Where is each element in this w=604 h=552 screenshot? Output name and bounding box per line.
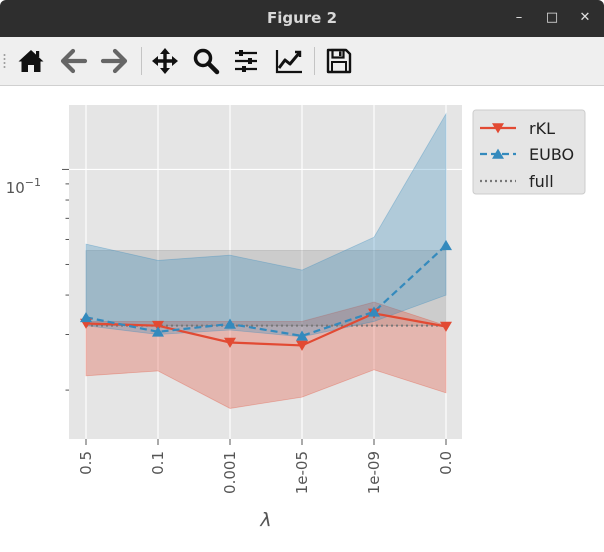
edit-axes-button[interactable]	[272, 44, 306, 78]
save-button[interactable]	[322, 44, 356, 78]
back-button[interactable]	[57, 44, 91, 78]
legend-label-full: full	[529, 172, 554, 191]
home-button[interactable]	[14, 44, 48, 78]
marker-eubo	[368, 306, 380, 317]
marker-eubo	[80, 311, 92, 323]
marker-eubo	[296, 330, 308, 341]
figure-canvas[interactable]: 10−1 0.5 0.1 0.001 1e-05 1e-09 0.0 λ rKL EUBO f…	[0, 86, 604, 548]
confidence-bands	[85, 112, 447, 409]
pan-icon	[152, 48, 178, 74]
window-titlebar: Figure 2 – □ ✕	[0, 0, 604, 37]
back-arrow-icon	[60, 48, 88, 74]
legend-label-eubo: EUBO	[529, 145, 574, 164]
forward-button[interactable]	[97, 44, 131, 78]
forward-arrow-icon	[100, 48, 128, 74]
marker-rkl	[296, 340, 308, 351]
maximize-button[interactable]: □	[545, 10, 559, 25]
axes-background	[69, 105, 462, 439]
toolbar-separator	[314, 47, 315, 75]
window-title: Figure 2	[266, 9, 338, 27]
y-axis: 10−1	[6, 168, 69, 391]
toolbar-grip	[3, 54, 6, 68]
x-axis-label: λ	[259, 509, 271, 531]
minimize-button[interactable]: –	[515, 10, 523, 25]
legend-frame	[472, 109, 586, 195]
save-icon	[326, 48, 352, 74]
x-axis: 0.5 0.1 0.001 1e-05 1e-09 0.0	[77, 439, 455, 494]
x-tick-label: 1e-05	[293, 451, 311, 494]
marker-rkl	[440, 321, 452, 332]
marker-rkl	[224, 337, 236, 348]
legend-label-rkl: rKL	[529, 119, 555, 138]
zoom-icon	[193, 48, 220, 75]
line-eubo	[85, 244, 447, 338]
configure-subplots-button[interactable]	[229, 44, 263, 78]
y-major-tick-exponent: −1	[25, 176, 41, 189]
configure-subplots-icon	[235, 50, 257, 72]
marker-eubo	[440, 239, 452, 251]
marker-eubo	[152, 326, 164, 337]
x-tick-label: 0.0	[437, 451, 455, 475]
series-lines	[85, 244, 447, 347]
zoom-button[interactable]	[189, 44, 223, 78]
x-tick-label: 0.001	[221, 451, 239, 494]
home-icon	[18, 50, 44, 72]
legend-marker-eubo	[492, 148, 504, 159]
marker-rkl	[152, 320, 164, 332]
x-tick-label: 1e-09	[365, 451, 383, 494]
line-rkl	[85, 312, 447, 347]
series-markers	[80, 239, 452, 351]
edit-axes-icon	[275, 50, 302, 74]
line-chart: 10−1 0.5 0.1 0.001 1e-05 1e-09 0.0 λ rKL EUBO f…	[6, 105, 586, 531]
gridlines	[69, 105, 462, 439]
legend: rKL EUBO full	[472, 109, 586, 195]
x-tick-label: 0.1	[149, 451, 167, 475]
legend-marker-rkl	[492, 123, 504, 134]
navigation-toolbar	[0, 37, 604, 86]
marker-eubo	[224, 318, 236, 329]
y-major-tick-label: 10−1	[6, 176, 41, 197]
pan-button[interactable]	[148, 44, 182, 78]
close-button[interactable]: ✕	[579, 10, 591, 25]
x-tick-label: 0.5	[77, 451, 95, 475]
toolbar-separator	[141, 47, 142, 75]
